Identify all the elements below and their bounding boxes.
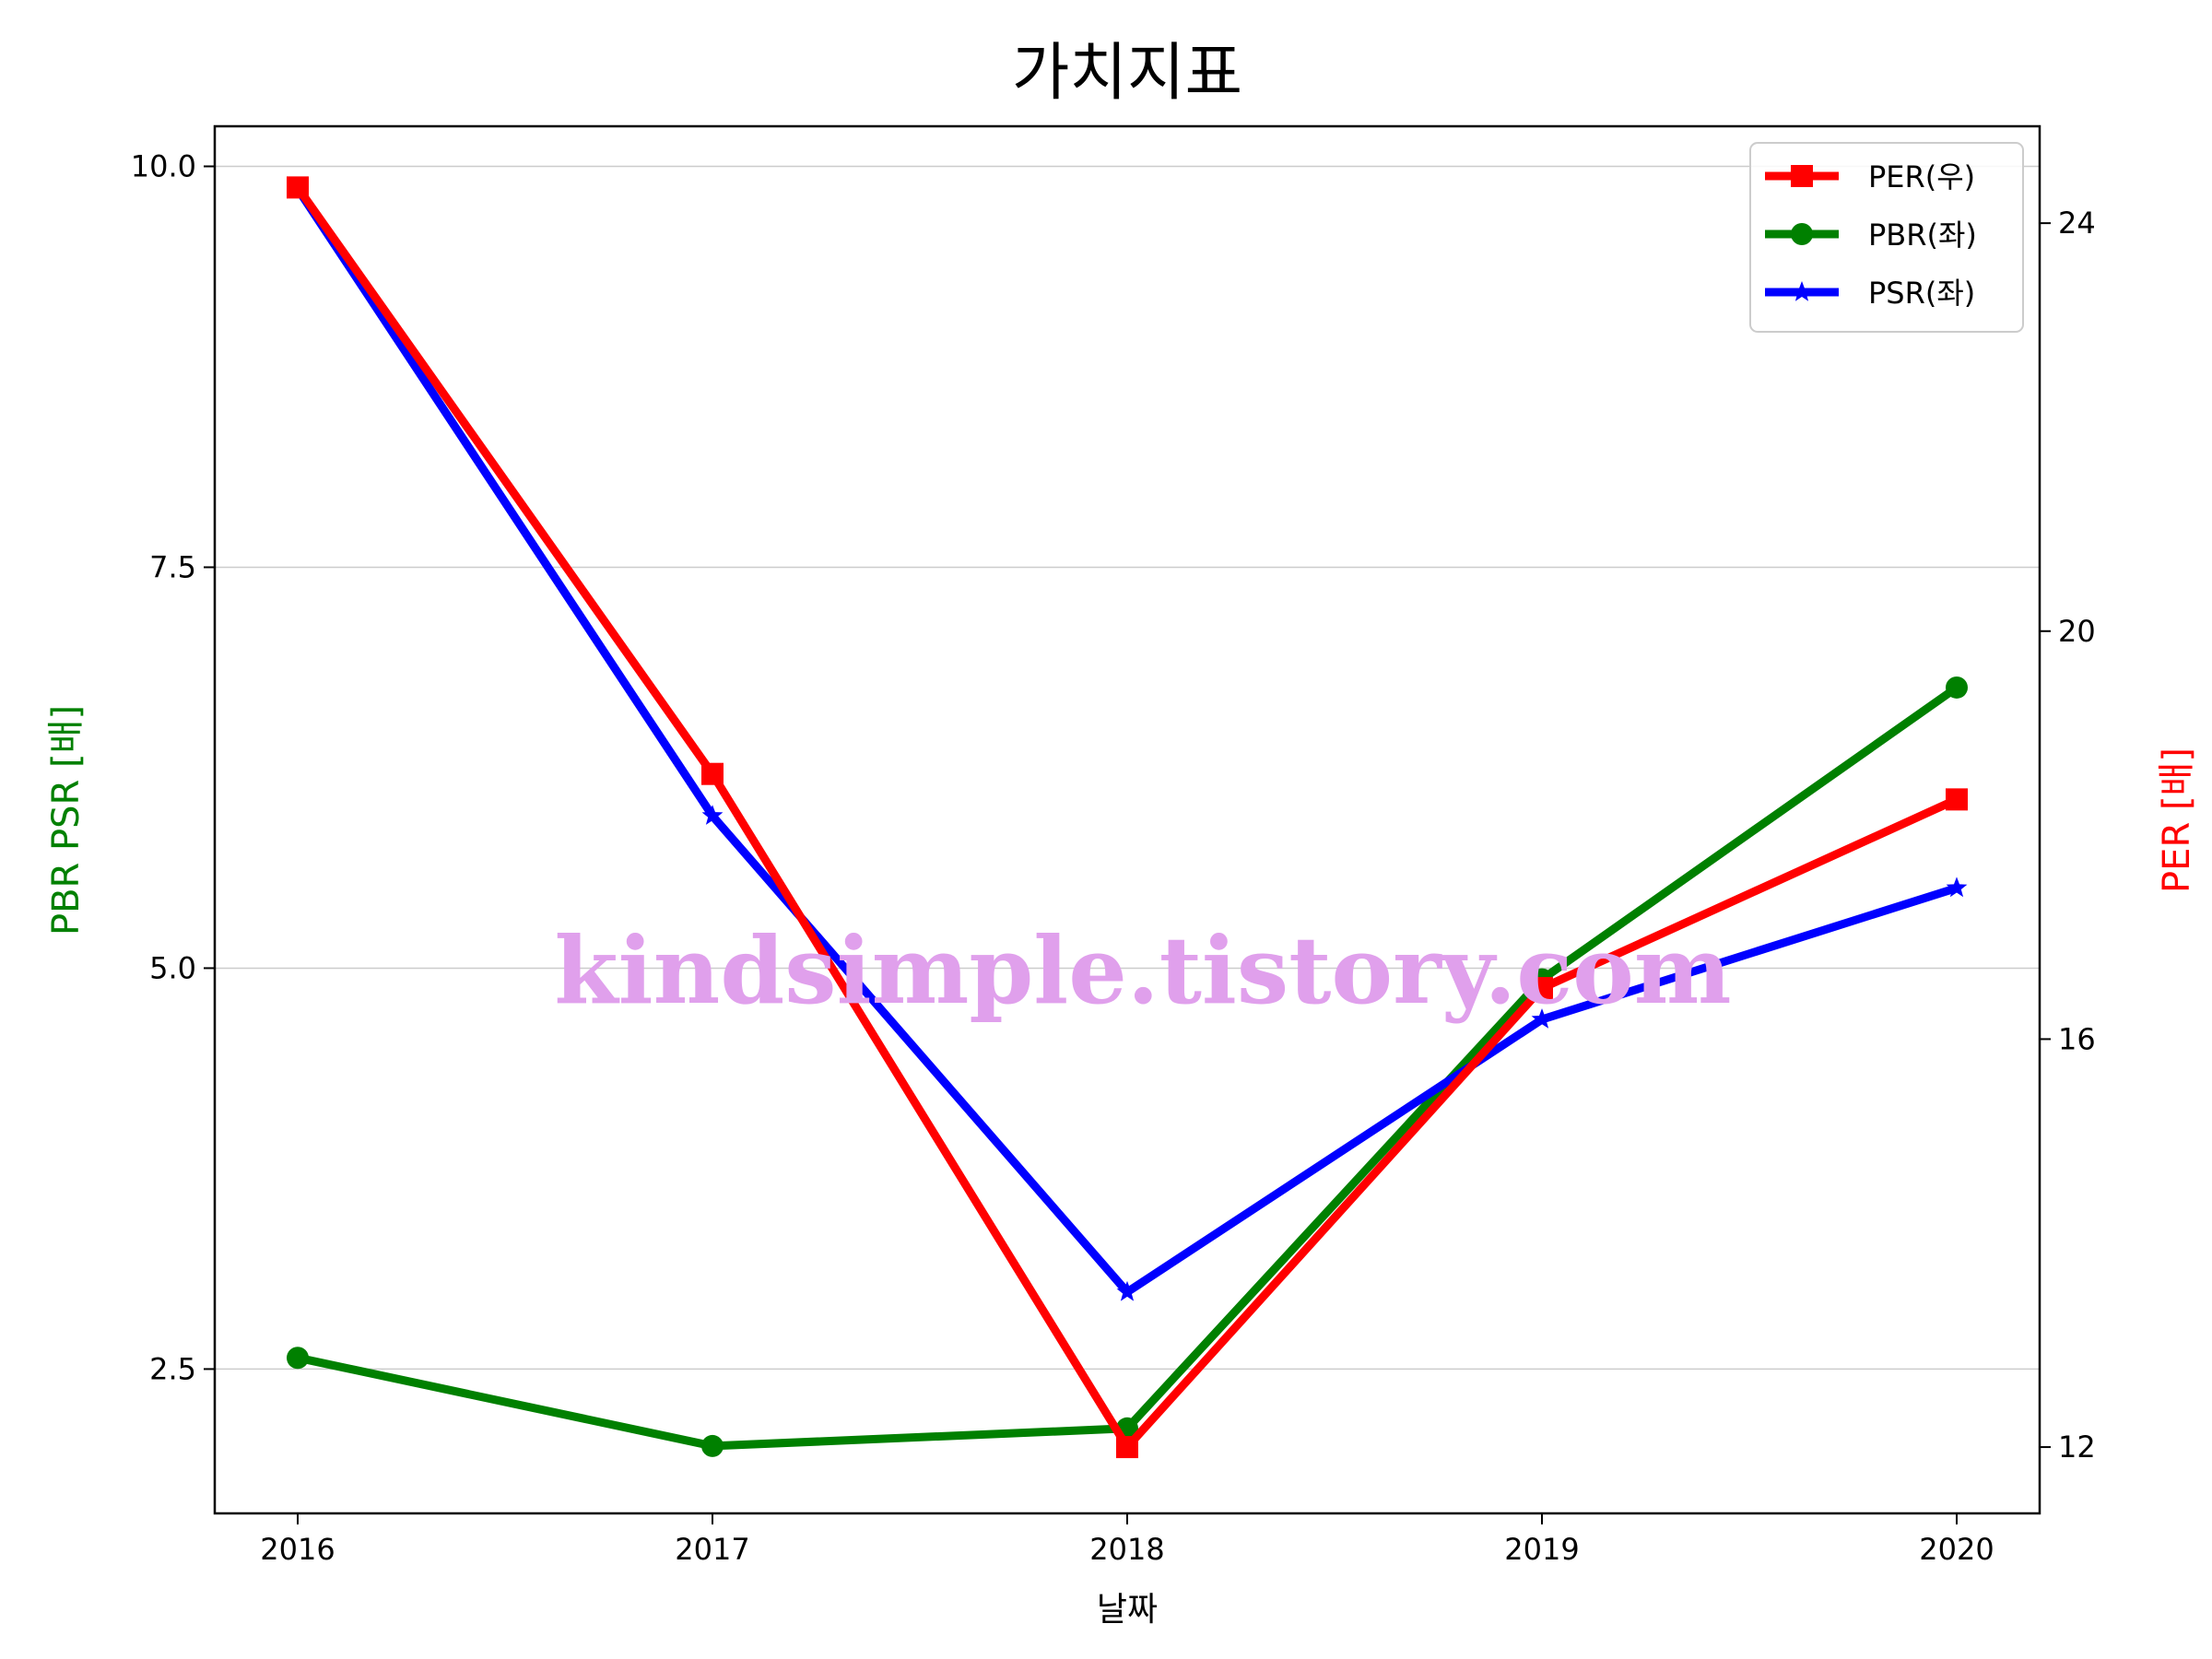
right-y-axis: 12 16 20 24 (2040, 206, 2096, 1465)
data-point (1116, 1280, 1138, 1301)
data-point (1946, 788, 1968, 811)
data-point (1531, 977, 1553, 1000)
x-tick-label: 2017 (675, 1532, 749, 1567)
data-point (701, 1434, 724, 1457)
right-tick-label: 16 (2058, 1021, 2096, 1056)
series-circle (287, 676, 1968, 1457)
left-y-axis-label: PBR PSR [배] (45, 705, 88, 935)
right-y-axis-label: PER [배] (2156, 747, 2198, 893)
left-tick-label: 10.0 (131, 148, 196, 183)
series-line (294, 186, 1959, 1297)
data-point (287, 176, 309, 199)
legend-label: PER(우) (1868, 159, 1975, 194)
x-tick-label: 2020 (1919, 1532, 1994, 1567)
x-axis-label: 날짜 (1097, 1591, 1158, 1629)
plot-series (287, 176, 1968, 1459)
x-tick-label: 2016 (260, 1532, 335, 1567)
legend-entry: PSR(좌) (1765, 276, 1975, 311)
legend-box (1749, 142, 2024, 333)
left-tick-label: 5.0 (149, 950, 196, 985)
legend-swatch-marker (1791, 223, 1813, 245)
right-tick-label: 24 (2058, 206, 2096, 241)
data-point (1116, 1436, 1138, 1459)
legend-label: PSR(좌) (1868, 276, 1975, 311)
left-tick-label: 7.5 (149, 549, 196, 584)
legend-swatch-marker (1791, 281, 1813, 301)
legend-entry: PBR(좌) (1765, 218, 1977, 253)
data-point (1946, 877, 1968, 898)
x-tick-label: 2018 (1089, 1532, 1164, 1567)
x-axis: 2016 2017 2018 2019 2020 (260, 1513, 1994, 1567)
series-line (297, 684, 1959, 1451)
legend: PER(우) PBR(좌) PSR(좌) (1749, 142, 2024, 333)
data-point (287, 1347, 309, 1370)
series-square (287, 176, 1968, 1459)
legend-entry: PER(우) (1765, 159, 1975, 194)
data-point (701, 805, 724, 825)
left-tick-label: 2.5 (149, 1351, 196, 1386)
chart-title: 가치지표 (1012, 37, 1242, 110)
watermark-text: kindsimple.tistory.com (554, 916, 1731, 1025)
series-star (287, 177, 1968, 1301)
series-line (294, 184, 1959, 1452)
legend-label: PBR(좌) (1868, 218, 1977, 253)
data-point (701, 762, 724, 785)
left-y-axis: 2.5 5.0 7.5 10.0 (131, 148, 215, 1386)
plot-frame (213, 124, 2041, 1515)
data-point (1531, 1008, 1553, 1029)
x-tick-label: 2019 (1504, 1532, 1579, 1567)
legend-swatch-marker (1791, 165, 1813, 187)
data-point (1946, 676, 1968, 699)
gridlines (215, 165, 2040, 1371)
right-tick-label: 12 (2058, 1430, 2096, 1465)
right-tick-label: 20 (2058, 614, 2096, 649)
